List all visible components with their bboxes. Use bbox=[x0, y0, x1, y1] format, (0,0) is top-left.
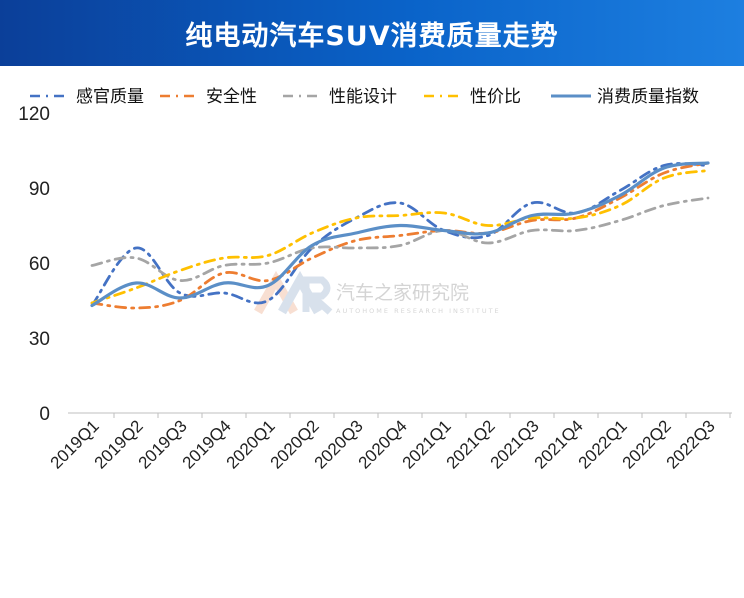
legend-label: 消费质量指数 bbox=[597, 87, 699, 107]
legend-item: 性价比 bbox=[424, 87, 521, 107]
legend-item: 感官质量 bbox=[30, 87, 144, 107]
legend-label: 感官质量 bbox=[76, 87, 144, 107]
y-tick-label: 0 bbox=[39, 404, 50, 425]
series-line bbox=[90, 169, 710, 305]
y-tick-label: 60 bbox=[29, 254, 50, 275]
series-line bbox=[90, 161, 710, 308]
series-line bbox=[90, 162, 710, 307]
legend-item: 性能设计 bbox=[283, 87, 397, 107]
legend-item: 消费质量指数 bbox=[551, 87, 699, 107]
series-line bbox=[90, 161, 710, 310]
legend-label: 安全性 bbox=[206, 87, 257, 107]
legend: 感官质量 安全性 性能设计 性价比 消费质量指数 bbox=[30, 87, 699, 107]
watermark-text: 汽车之家研究院 bbox=[336, 282, 469, 304]
y-tick-label: 120 bbox=[18, 104, 50, 125]
watermark: 汽车之家研究院 AUTOHOME RESEARCH INSTITUTE bbox=[254, 270, 501, 315]
series-lines bbox=[90, 161, 710, 310]
y-tick-label: 30 bbox=[29, 329, 50, 350]
x-axis: 2019Q12019Q22019Q32019Q42020Q12020Q22020… bbox=[47, 412, 732, 473]
title-bar: 纯电动汽车SUV消费质量走势 bbox=[0, 0, 744, 66]
series-line bbox=[90, 196, 710, 282]
legend-label: 性能设计 bbox=[329, 87, 397, 107]
watermark-subtext: AUTOHOME RESEARCH INSTITUTE bbox=[336, 307, 501, 315]
y-axis: 0 30 60 90 120 bbox=[18, 104, 50, 425]
chart-title: 纯电动汽车SUV消费质量走势 bbox=[185, 20, 559, 52]
legend-item: 安全性 bbox=[160, 87, 257, 107]
x-tick-label: 2022Q3 bbox=[663, 416, 719, 472]
y-tick-label: 90 bbox=[29, 179, 50, 200]
line-chart: 感官质量 安全性 性能设计 性价比 消费质量指数 汽车之家研究院 AUTOHOME RE… bbox=[18, 87, 732, 473]
legend-label: 性价比 bbox=[470, 87, 521, 107]
